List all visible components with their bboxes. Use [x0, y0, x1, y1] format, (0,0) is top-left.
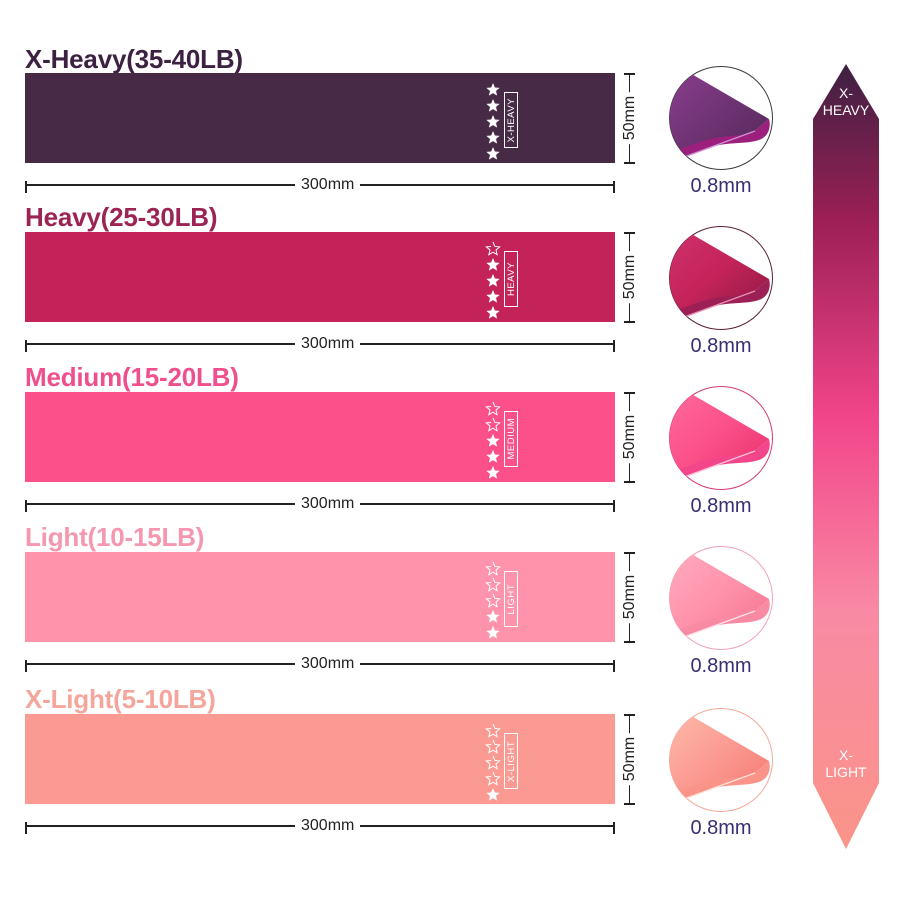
svg-text:LIGHT: LIGHT	[825, 764, 867, 780]
svg-text:X-: X-	[839, 85, 853, 101]
svg-text:HEAVY: HEAVY	[823, 102, 870, 118]
svg-text:X-: X-	[839, 747, 853, 763]
